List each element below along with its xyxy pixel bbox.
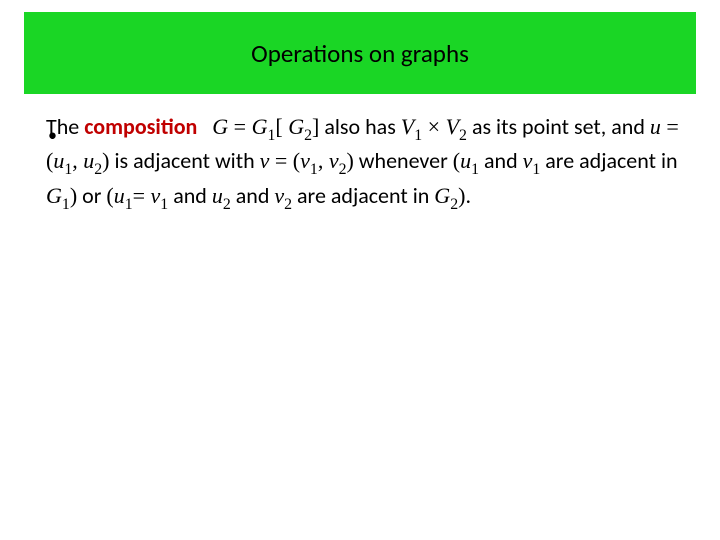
math-u1: u [53,148,64,173]
text-and1: and [479,147,523,174]
math-G1: G [252,114,268,139]
math-v1: v [300,148,310,173]
math-u1-sub: 1 [64,161,72,178]
math-veq: = ( [269,148,300,173]
body-text: The composition G = G1[ G2] also has V1 … [46,112,680,215]
text-alsohas: also has [319,113,400,140]
math-cG2-sub: 2 [450,196,458,213]
math-u: u [650,114,661,139]
text-and3: and [231,182,275,209]
math-cu2-sub: 2 [223,196,231,213]
text-period: . [465,182,471,209]
math-v: v [260,148,270,173]
math-u2: u [83,148,94,173]
math-aG1-sub: 1 [62,196,70,213]
math-v2: v [329,148,339,173]
text-whenever: whenever [354,147,453,174]
math-eqv1: = [133,183,151,208]
math-V2: V [446,114,459,139]
math-u2-sub: 2 [94,161,102,178]
math-bv1-sub: 1 [160,196,168,213]
math-av1: v [523,148,533,173]
math-rp2: ) [347,148,354,173]
math-aG1: G [46,183,62,208]
sp [197,113,212,140]
title-bar: Operations on graphs [24,12,696,94]
math-G1-sub: 1 [267,127,275,144]
math-v2-sub: 2 [339,161,347,178]
math-lbracket: [ [275,114,288,139]
text-adjacent: is adjacent with [110,147,260,174]
math-lp3: ( [453,148,460,173]
text-pointset: as its point set, and [467,113,650,140]
math-G2-sub: 2 [304,127,312,144]
math-bu1-sub: 1 [125,196,133,213]
math-times: × [422,114,445,139]
math-cG2: G [434,183,450,208]
math-v1-sub: 1 [310,161,318,178]
text-adjin2: are adjacent in [292,182,434,209]
math-au1: u [460,148,471,173]
math-bu1: u [114,183,125,208]
math-eq: = [228,114,251,139]
composition-word: composition [84,113,197,140]
text-and2: and [168,182,212,209]
math-cv2-sub: 2 [284,196,292,213]
math-V1: V [401,114,414,139]
math-rp1: ) [102,148,109,173]
math-V2-sub: 2 [459,127,467,144]
math-cv2: v [274,183,284,208]
math-comma2: , [318,148,329,173]
text-or: or [77,182,106,209]
math-V1-sub: 1 [414,127,422,144]
text-the: The [46,113,84,140]
math-lp4: ( [106,183,113,208]
math-au1-sub: 1 [471,161,479,178]
math-bv1: v [151,183,161,208]
text-adjin1: are adjacent in [540,147,677,174]
math-G: G [212,114,228,139]
math-av1-sub: 1 [532,161,540,178]
math-comma1: , [72,148,83,173]
math-G2: G [288,114,304,139]
slide-title: Operations on graphs [251,38,469,69]
math-cu2: u [212,183,223,208]
